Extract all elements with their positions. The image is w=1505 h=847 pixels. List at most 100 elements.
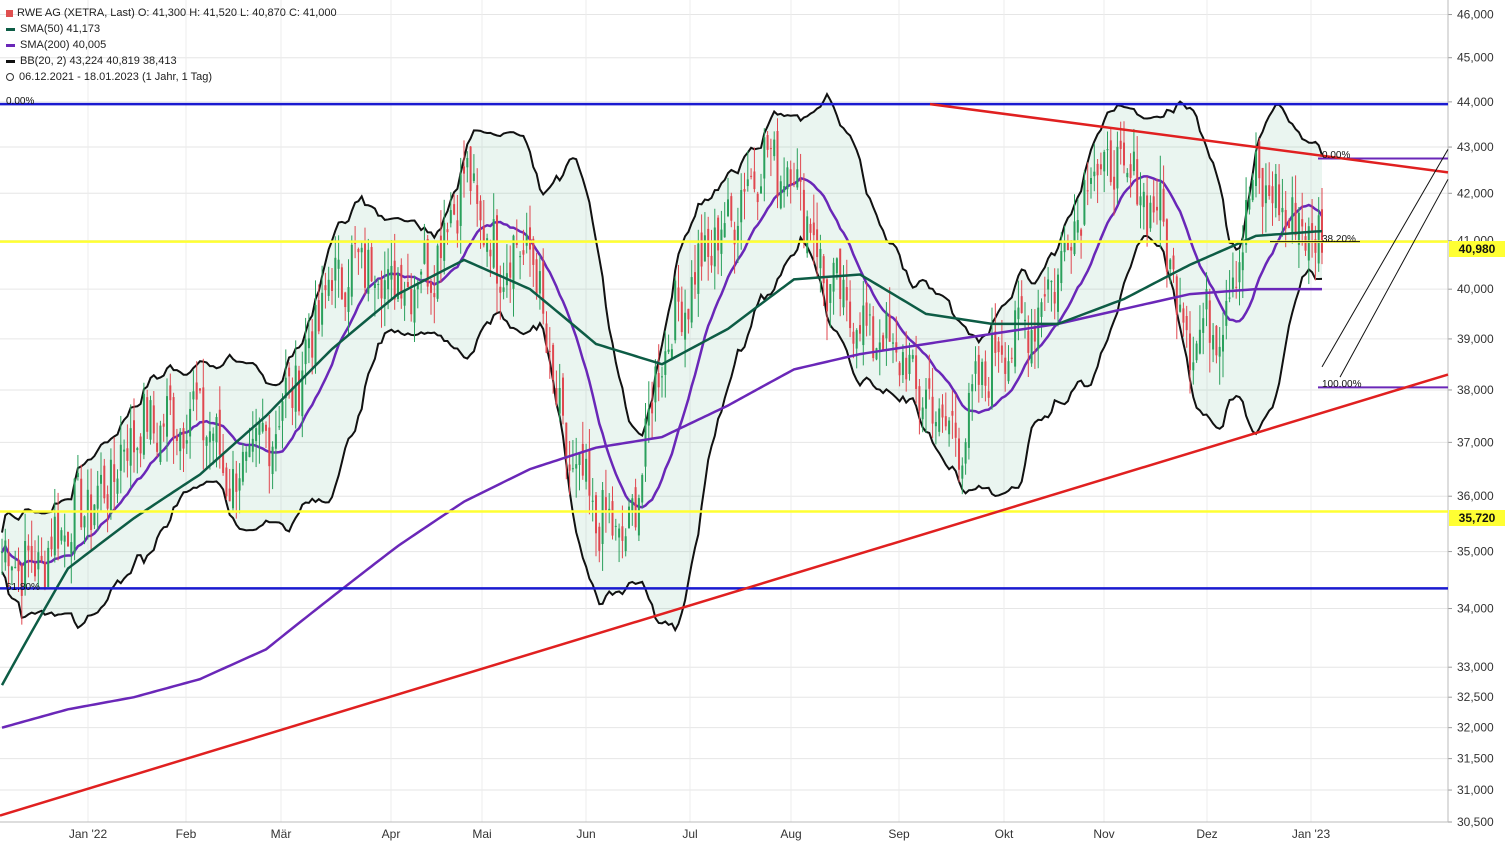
y-tick-label: 42,000: [1457, 186, 1494, 200]
candle-body: [1050, 280, 1053, 283]
candle-body: [954, 422, 957, 438]
candle-body: [195, 382, 198, 400]
candle-body: [621, 526, 624, 541]
candle-body: [472, 173, 475, 181]
candle-body: [1231, 277, 1234, 289]
candle-body: [413, 289, 416, 323]
y-tick-label: 43,000: [1457, 140, 1494, 154]
candle-body: [651, 402, 654, 414]
candle-body: [1261, 167, 1264, 207]
candle-body: [816, 229, 819, 258]
candle-body: [459, 174, 462, 226]
legend-sma200-row[interactable]: SMA(200) 40,005: [6, 37, 337, 53]
candle-body: [344, 292, 347, 308]
candle-body: [1205, 289, 1208, 310]
candle-body: [377, 283, 380, 286]
candle-body: [961, 465, 964, 479]
candle-body: [1169, 259, 1172, 270]
candle-body: [364, 243, 366, 288]
x-tick-label: Jan '23: [1292, 827, 1331, 841]
date-range: 06.12.2021 - 18.01.2023 (1 Jahr, 1 Tag): [19, 71, 213, 83]
y-tick-label: 32,500: [1457, 690, 1494, 704]
candle-body: [925, 389, 927, 409]
candle-body: [383, 280, 386, 299]
x-tick-label: Mai: [472, 827, 491, 841]
candle-body: [288, 367, 291, 377]
candle-body: [581, 443, 584, 476]
candle-body: [1271, 186, 1274, 204]
candle-body: [984, 361, 987, 386]
candle-body: [730, 196, 733, 221]
candle-body: [456, 220, 459, 234]
candle-body: [842, 279, 845, 308]
candle-body: [882, 335, 885, 350]
candle-body: [1093, 171, 1096, 177]
candle-body: [96, 485, 99, 509]
candle-body: [690, 277, 693, 323]
candle-body: [370, 247, 373, 282]
candle-body: [1066, 241, 1069, 251]
fib-label-618: 61.80%: [6, 582, 40, 593]
candle-body: [845, 287, 848, 301]
candle-body: [185, 440, 188, 444]
candle-body: [139, 436, 142, 454]
candle-body: [1057, 274, 1059, 312]
candle-body: [1172, 255, 1175, 270]
candle-body: [106, 494, 109, 509]
candle-body: [703, 235, 706, 262]
candle-body: [595, 495, 597, 534]
candle-body: [149, 400, 152, 440]
candle-body: [783, 186, 786, 193]
candle-body: [710, 255, 713, 266]
candle-body: [321, 292, 324, 325]
candle-body: [1047, 279, 1050, 290]
candle-body: [53, 516, 56, 556]
y-tick-label: 46,000: [1457, 8, 1494, 22]
candle-body: [199, 388, 201, 391]
x-tick-label: Sep: [888, 827, 910, 841]
candle-body: [1307, 226, 1310, 261]
candle-body: [736, 225, 739, 241]
legend-bb-row[interactable]: BB(20, 2) 43,224 40,819 38,413: [6, 53, 337, 69]
candle-body: [400, 264, 403, 299]
candle-body: [47, 547, 50, 588]
candle-body: [80, 478, 83, 528]
candle-body: [905, 357, 908, 380]
candle-body: [987, 391, 990, 398]
candle-body: [1014, 310, 1017, 367]
candle-body: [119, 444, 122, 471]
candle-body: [538, 271, 541, 294]
y-tick-label: 37,000: [1457, 435, 1494, 449]
candle-body: [509, 262, 512, 278]
candle-body: [433, 293, 436, 298]
candle-body: [941, 404, 944, 418]
candle-body: [565, 422, 568, 460]
candle-body: [776, 130, 779, 197]
x-tick-label: Jan '22: [69, 827, 108, 841]
candle-body: [568, 464, 571, 471]
candle-body: [1136, 159, 1139, 205]
candle-body: [786, 167, 789, 190]
candle-body: [878, 342, 881, 350]
legend-sma50-row[interactable]: SMA(50) 41,173: [6, 21, 337, 37]
candle-body: [10, 566, 13, 571]
candle-body: [354, 242, 357, 244]
candle-body: [430, 282, 432, 293]
candle-body: [1288, 220, 1290, 229]
sma50-swatch: [6, 27, 15, 31]
candle-body: [192, 391, 195, 400]
candle-body: [529, 227, 531, 250]
y-tick-label: 32,000: [1457, 721, 1494, 735]
sma200-line: [1, 287, 1322, 729]
candle-body: [938, 408, 941, 432]
candle-body: [1146, 195, 1149, 235]
sma50-value: 41,173: [66, 23, 101, 35]
candle-body: [126, 448, 129, 461]
candle-body: [1024, 319, 1026, 322]
x-tick-label: Feb: [176, 827, 197, 841]
candle-body: [37, 552, 40, 570]
candle-body: [232, 469, 234, 509]
bollinger-middle-line: [0, 175, 1324, 568]
candle-body: [809, 223, 812, 233]
